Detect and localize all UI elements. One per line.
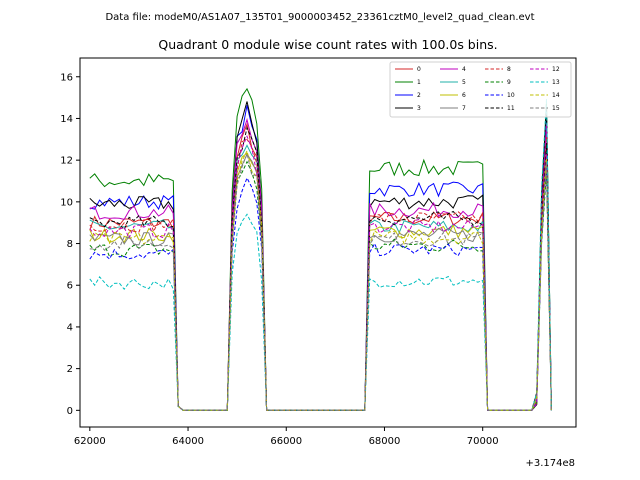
legend-label-11: 11 — [507, 105, 515, 112]
series-line-12 — [89, 134, 552, 411]
series-line-11 — [89, 126, 552, 411]
legend-label-5: 5 — [462, 79, 466, 86]
series-line-3 — [89, 101, 552, 411]
x-tick-label: 70000 — [467, 436, 499, 447]
x-tick-label: 62000 — [74, 436, 106, 447]
series-line-5 — [89, 144, 552, 411]
plot-area — [89, 87, 552, 411]
series-line-15 — [89, 151, 552, 411]
legend-label-4: 4 — [462, 66, 466, 73]
legend-label-10: 10 — [507, 92, 515, 99]
series-line-8 — [89, 136, 552, 411]
y-tick-label: 4 — [67, 322, 73, 333]
legend-label-13: 13 — [552, 79, 560, 86]
chart-title: Quadrant 0 module wise count rates with … — [158, 37, 497, 52]
y-tick-label: 0 — [67, 406, 73, 417]
series-line-10 — [89, 164, 552, 411]
y-tick-label: 10 — [60, 197, 73, 208]
y-tick-label: 6 — [67, 281, 73, 292]
legend-box — [389, 61, 572, 118]
legend-label-12: 12 — [552, 66, 560, 73]
y-tick-label: 12 — [60, 156, 73, 167]
legend-label-3: 3 — [417, 105, 421, 112]
x-offset-label: +3.174e8 — [525, 458, 575, 469]
legend-label-6: 6 — [462, 92, 466, 99]
x-tick-label: 68000 — [369, 436, 401, 447]
series-line-7 — [89, 153, 552, 411]
y-tick-label: 16 — [60, 72, 73, 83]
suptitle: Data file: modeM0/AS1A07_135T01_90000034… — [105, 12, 534, 23]
series-line-13 — [89, 98, 552, 411]
legend-label-15: 15 — [552, 105, 560, 112]
y-tick-label: 2 — [67, 364, 73, 375]
axes-frame — [79, 57, 577, 428]
series-line-9 — [89, 160, 552, 411]
y-tick-label: 8 — [67, 239, 73, 250]
legend-label-14: 14 — [552, 92, 560, 99]
series-line-6 — [89, 152, 552, 411]
series-line-1 — [89, 87, 552, 411]
y-tick-label: 14 — [60, 114, 73, 125]
x-tick-label: 64000 — [172, 436, 204, 447]
series-line-2 — [89, 105, 552, 411]
series-line-0 — [89, 122, 552, 411]
legend-label-7: 7 — [462, 105, 466, 112]
legend-label-2: 2 — [417, 92, 421, 99]
legend-label-0: 0 — [417, 66, 421, 73]
legend-label-1: 1 — [417, 79, 421, 86]
legend-label-8: 8 — [507, 66, 511, 73]
legend-label-9: 9 — [507, 79, 511, 86]
x-tick-label: 66000 — [270, 436, 302, 447]
